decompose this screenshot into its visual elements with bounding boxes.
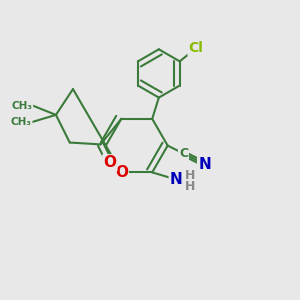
Text: CH₃: CH₃	[11, 117, 32, 127]
Text: H: H	[184, 180, 195, 194]
Text: Cl: Cl	[188, 41, 203, 55]
Text: O: O	[103, 155, 116, 170]
Text: CH₃: CH₃	[12, 100, 33, 111]
Text: N: N	[170, 172, 183, 187]
Text: O: O	[115, 165, 128, 180]
Text: C: C	[179, 147, 188, 160]
Text: H: H	[184, 169, 195, 182]
Text: N: N	[198, 157, 211, 172]
